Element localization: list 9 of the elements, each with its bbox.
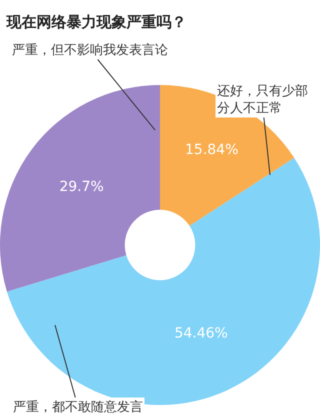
- donut-slice: [160, 85, 294, 226]
- data-label: 15.84%: [185, 142, 238, 158]
- data-label: 54.46%: [174, 325, 228, 342]
- data-label: 29.7%: [59, 178, 104, 195]
- slice-label: 严重，但不影响我发表言论: [12, 42, 168, 58]
- slice-label: 严重，都不敢随意发言: [13, 399, 143, 415]
- slice-label: 还好，只有少部分人不正常: [217, 84, 308, 116]
- chart-title: 现在网络暴力现象严重吗？: [5, 13, 186, 32]
- donut-slice: [0, 85, 160, 292]
